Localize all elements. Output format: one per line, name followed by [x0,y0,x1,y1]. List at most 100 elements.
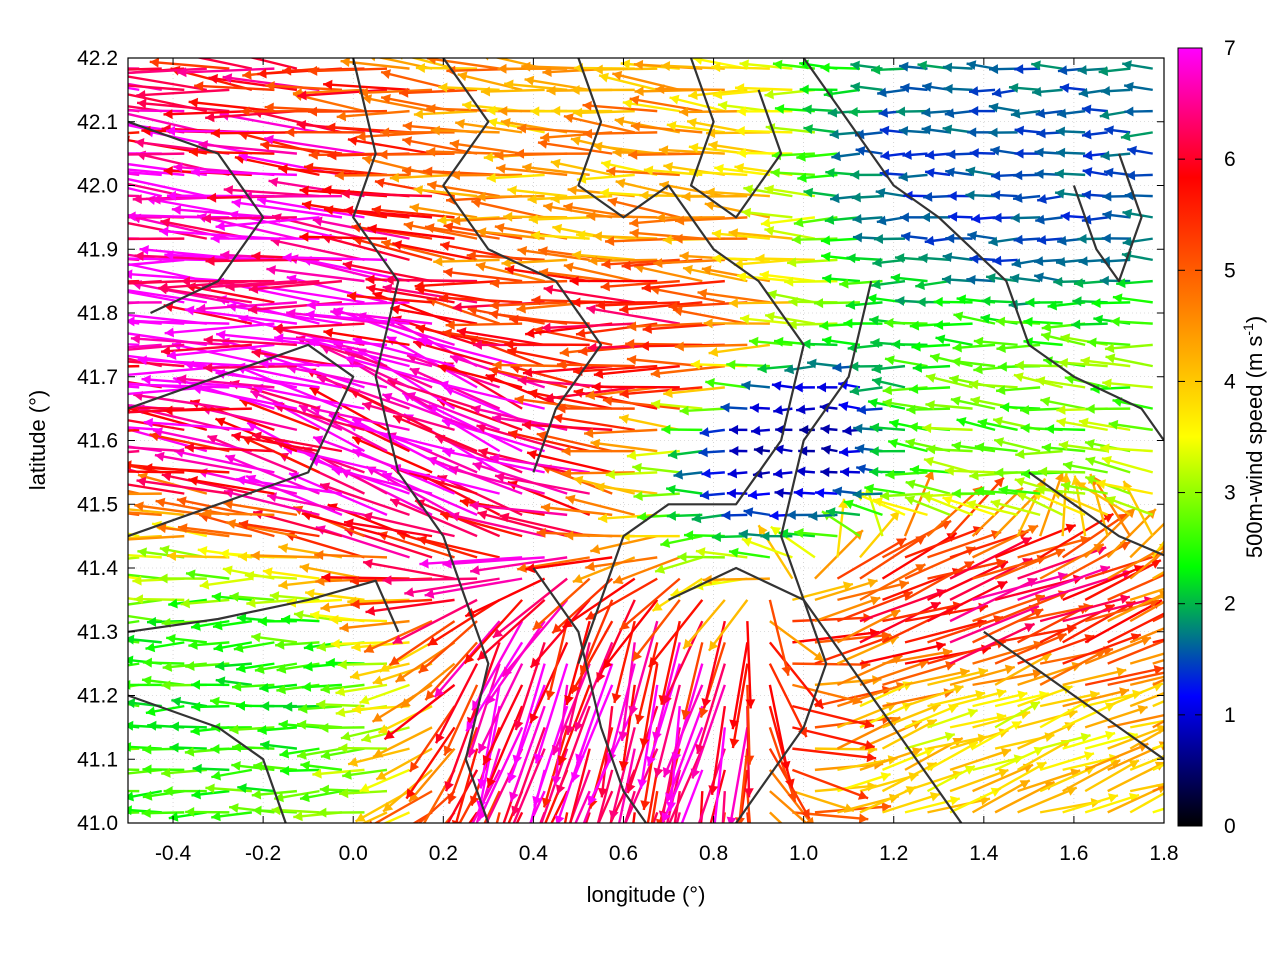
wind-vector-head [953,312,963,322]
wind-vector-head [1092,298,1101,308]
wind-vector-head [573,476,583,486]
wind-vector-head [1087,337,1096,347]
wind-vector [33,335,139,345]
wind-vector-head [1057,236,1066,246]
wind-vector-head [691,360,700,370]
wind-vector [345,527,432,557]
wind-vector-shaft [433,260,499,262]
wind-vector [773,469,792,479]
wind-vector-head [208,44,218,54]
wind-vector-head [1100,276,1109,286]
wind-vector-head [925,150,934,160]
wind-vector [166,634,207,644]
wind-vector-head [1025,297,1034,307]
wind-vector-head [547,886,557,896]
wind-vector-head [700,490,709,500]
wind-vector-head [252,790,261,800]
wind-vector-shaft [583,132,657,134]
wind-vector-head [934,320,943,330]
wind-vector-head [950,796,960,806]
wind-vector-head [981,296,990,306]
wind-vector-head [917,297,926,307]
wind-vector-head [727,488,736,498]
wind-vector-head [692,829,701,839]
wind-vector-head [601,281,610,291]
wind-vector-head [1000,402,1009,412]
wind-vector-head [993,213,1002,223]
wind-vector-head [820,63,829,73]
wind-vector-head [252,806,261,816]
wind-vector-head [583,101,592,111]
wind-vector-head [839,447,848,457]
wind-vector-head [124,721,133,731]
wind-vector [1102,192,1130,202]
wind-vector-head [612,693,622,703]
wind-vector-head [65,212,74,222]
wind-vector-head [350,670,360,680]
wind-vector-head [796,404,805,414]
wind-vector [54,395,139,408]
wind-vector [737,148,792,158]
wind-vector-head [68,475,78,485]
wind-vector-shaft [550,791,590,882]
wind-vector-head [619,414,629,424]
wind-vector-shaft [75,260,184,270]
wind-vector-head [814,298,823,308]
wind-vector-head [207,193,216,203]
wind-vector [1101,151,1131,161]
wind-vector-shaft [747,812,755,894]
wind-vector-head [426,147,435,157]
wind-vector-head [88,589,98,599]
wind-vector [996,385,1040,395]
wind-vector-head [820,424,829,434]
wind-vector [362,94,432,111]
wind-vector-head [670,95,680,105]
wind-vector-head [1205,694,1215,703]
wind-vector-head [635,86,644,96]
wind-vector-head [750,403,759,413]
wind-vector [948,212,972,222]
wind-vector [515,149,590,159]
wind-vector-shaft [770,685,788,771]
wind-vector-head [35,69,45,79]
wind-vector-head [1014,235,1023,245]
wind-vector [558,812,589,898]
wind-vector-head [297,720,306,730]
wind-vector-head [729,228,738,238]
wind-vector-head [116,71,126,81]
wind-vector [428,405,522,452]
wind-vector [1102,456,1153,473]
wind-vector-head [48,279,57,289]
wind-vector [125,316,229,326]
wind-vector-head [117,769,126,779]
wind-vector [1032,87,1063,97]
wind-vector-shaft [504,344,589,345]
wind-vector-shaft [339,621,409,628]
wind-vector-shaft [566,497,635,515]
wind-vector-head [771,168,780,178]
wind-vector [571,136,635,154]
wind-vector [396,791,454,844]
wind-vector-head [363,559,373,569]
wind-vector-head [991,499,1001,509]
wind-vector-head [42,188,51,198]
wind-vector [754,445,770,455]
wind-vector-head [1083,150,1092,160]
wind-vector-head [899,62,908,72]
wind-vector [1124,107,1152,117]
wind-vector-head [1078,65,1087,75]
wind-vector-head [453,302,462,312]
wind-vector [971,214,995,224]
wind-vector [698,447,724,457]
wind-vector-shaft [363,562,454,579]
wind-vector-head [764,226,774,236]
wind-vector-head [639,190,648,200]
wind-vector [88,150,184,160]
wind-vector-head [33,335,42,345]
wind-vector [1037,194,1063,204]
wind-vector-head [1099,66,1108,76]
wind-vector [590,536,657,554]
wind-vector-head [945,732,955,742]
wind-vector [1082,190,1108,200]
wind-vector-head [1209,763,1219,772]
